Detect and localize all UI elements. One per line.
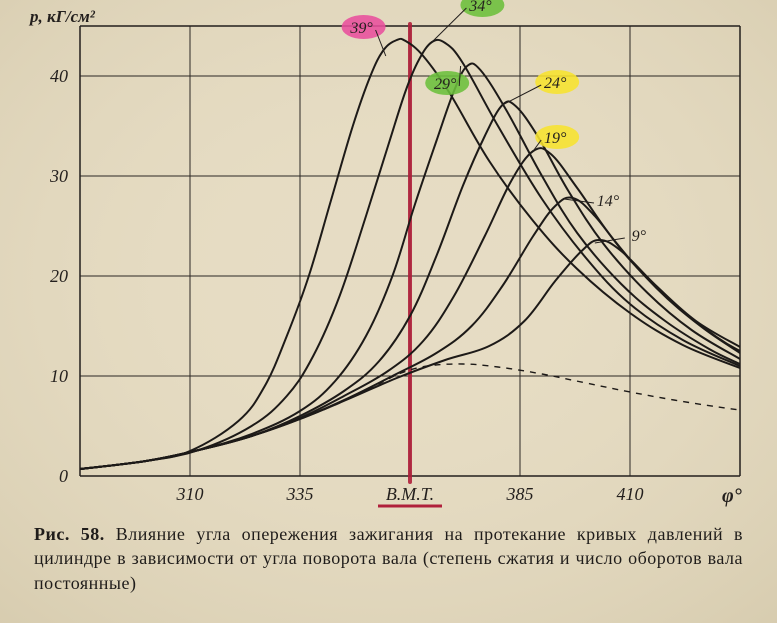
curve-label: 24° (544, 75, 567, 92)
curve-label: 9° (632, 228, 647, 245)
y-axis-label: p, кГ/см² (28, 7, 96, 26)
xtick-label: 410 (617, 484, 644, 504)
ytick-label: 40 (50, 66, 68, 86)
curve-label: 14° (597, 193, 620, 210)
curve-label: 39° (349, 20, 373, 37)
figure-58: 0 10 20 30 40 310 335 385 410 В.М.Т. p, кГ/см² φ° 39… (0, 0, 777, 623)
xtick-label: 310 (176, 484, 204, 504)
figure-caption: Рис. 58. Влияние угла опережения зажиган… (34, 522, 743, 595)
xtick-label: 335 (286, 484, 314, 504)
ytick-label: 30 (49, 166, 68, 186)
x-axis-label: φ° (722, 485, 742, 507)
curve-label: 19° (544, 130, 567, 147)
figure-number: Рис. 58. (34, 524, 105, 544)
tdc-label: В.М.Т. (386, 484, 434, 504)
ytick-label: 20 (50, 266, 68, 286)
ytick-label: 10 (50, 366, 68, 386)
ytick-label: 0 (59, 466, 68, 486)
curve-label: 34° (468, 0, 492, 15)
figure-caption-text: Влияние угла опережения зажигания на про… (34, 524, 743, 593)
xtick-label: 385 (506, 484, 534, 504)
curve-label: 29° (434, 76, 457, 93)
